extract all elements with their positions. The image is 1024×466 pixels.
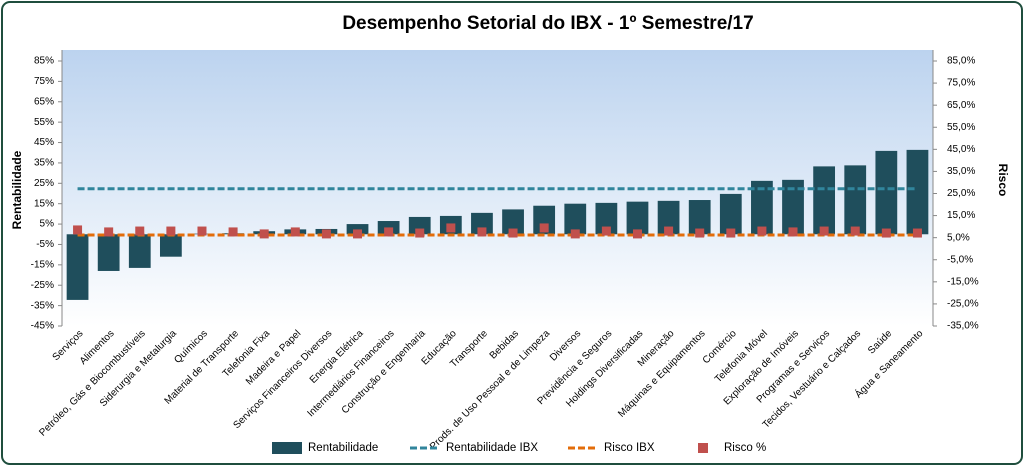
legend-label: Risco % [724,442,766,454]
bar [657,200,680,235]
bar [626,201,649,235]
y2-tick-label: -5,0% [947,254,973,265]
bar [844,165,867,235]
marker [912,228,922,238]
y-tick-label: -15% [31,259,54,270]
bar [97,234,120,271]
bar [408,216,431,235]
y2-tick-label: -25,0% [947,299,979,310]
y-tick-label: 75% [34,76,54,87]
bar [564,203,587,235]
y-tick-label: -5% [36,239,54,250]
marker [539,223,549,233]
chart-title: Desempenho Setorial do IBX - 1º Semestre… [342,13,753,34]
y-tick-label: -45% [31,321,54,332]
y-tick-label: 15% [34,198,54,209]
y-tick-label: 5% [40,219,55,230]
bar [595,202,618,235]
bar [813,166,836,235]
y2-tick-label: 85,0% [947,56,975,67]
marker [228,227,238,237]
bar [719,193,742,235]
y2-tick-label: -35,0% [947,321,979,332]
y2-tick-label: 35,0% [947,166,975,177]
marker [197,226,207,236]
marker [819,226,829,236]
y2-tick-label: 55,0% [947,122,975,133]
bar [502,209,524,235]
y-tick-label: 55% [34,117,54,128]
legend-swatch [272,442,302,454]
bar [688,200,711,235]
marker [601,226,611,236]
marker [73,225,83,235]
marker [664,226,674,236]
marker [353,229,363,239]
y2-tick-label: 75,0% [947,78,975,89]
marker [508,228,518,238]
marker [757,226,767,236]
y2-tick-label: 25,0% [947,188,975,199]
y2-tick-label: 65,0% [947,100,975,111]
bar [875,150,898,235]
y-tick-label: 45% [34,137,54,148]
marker [321,229,331,239]
legend-swatch [698,443,708,453]
y-tick-label: 25% [34,178,54,189]
y-tick-label: 35% [34,158,54,169]
bar [159,234,182,257]
bar [66,234,89,300]
y2-tick-label: 45,0% [947,144,975,155]
bar [782,179,804,235]
marker [726,228,736,238]
marker [166,226,176,236]
bar [751,180,773,235]
y-tick-label: 65% [34,96,54,107]
y-tick-label: 85% [34,56,54,67]
legend-label: Rentabilidade IBX [446,442,538,454]
marker [570,229,580,239]
y2-tick-label: 5,0% [947,232,970,243]
marker [881,228,891,238]
marker [850,226,860,236]
y-axis-title: Rentabilidade [10,150,24,229]
marker [695,228,705,238]
bar [906,149,929,235]
marker [259,229,269,239]
marker [384,227,394,237]
y-tick-label: -25% [31,280,54,291]
legend-label: Risco IBX [604,442,655,454]
bar [533,205,556,235]
y-tick-label: -35% [31,300,54,311]
y2-tick-label: -15,0% [947,276,979,287]
marker [632,229,642,239]
marker [477,227,487,237]
y2-tick-label: 15,0% [947,210,975,221]
marker [104,227,114,237]
marker [290,227,300,237]
legend-label: Rentabilidade [308,442,378,454]
marker [135,226,145,236]
y2-axis-title: Risco [996,164,1010,197]
marker [446,223,456,233]
bar [128,234,151,268]
marker [415,228,425,238]
bar [346,224,369,235]
marker [788,227,798,237]
bar [471,212,493,235]
